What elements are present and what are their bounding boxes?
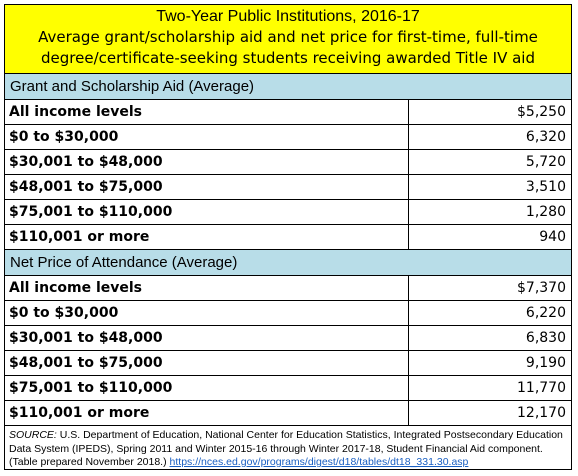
source-footnote: SOURCE: U.S. Department of Education, Na… (9, 429, 569, 470)
column-divider (408, 326, 409, 350)
table-row: $48,001 to $75,000 9,190 (5, 351, 571, 376)
row-value: 6,220 (525, 305, 566, 321)
table-row: All income levels $7,370 (5, 276, 571, 301)
column-divider (408, 125, 409, 149)
table-row: $0 to $30,000 6,320 (5, 125, 571, 150)
row-label: $0 to $30,000 (9, 129, 119, 145)
column-divider (408, 225, 409, 249)
row-value: 6,830 (525, 330, 566, 346)
row-value: 3,510 (525, 179, 566, 195)
section-header-grant-aid: Grant and Scholarship Aid (Average) (5, 74, 571, 100)
data-table: Two-Year Public Institutions, 2016-17 Av… (4, 4, 572, 470)
column-divider (408, 401, 409, 425)
column-divider (408, 200, 409, 224)
row-value: 5,720 (525, 154, 566, 170)
row-label: $0 to $30,000 (9, 305, 119, 321)
row-value: $7,370 (517, 280, 566, 296)
table-header: Two-Year Public Institutions, 2016-17 Av… (5, 5, 571, 74)
table-subtitle-line-1: Average grant/scholarship aid and net pr… (38, 28, 538, 46)
row-value: 940 (539, 229, 566, 245)
row-label: $75,001 to $110,000 (9, 380, 173, 396)
source-label: SOURCE: (9, 429, 57, 441)
column-divider (408, 351, 409, 375)
row-label: $75,001 to $110,000 (9, 204, 173, 220)
table-row: $110,001 or more 12,170 (5, 401, 571, 426)
table-subtitle-line-2: degree/certificate-seeking students rece… (41, 49, 535, 67)
row-label: All income levels (9, 104, 142, 120)
row-value: 1,280 (525, 204, 566, 220)
table-row: $110,001 or more 940 (5, 225, 571, 250)
table-row: $75,001 to $110,000 1,280 (5, 200, 571, 225)
table-row: $75,001 to $110,000 11,770 (5, 376, 571, 401)
row-value: $5,250 (517, 104, 566, 120)
row-value: 11,770 (517, 380, 566, 396)
column-divider (408, 150, 409, 174)
section-header-net-price: Net Price of Attendance (Average) (5, 250, 571, 276)
row-value: 12,170 (517, 405, 566, 421)
column-divider (408, 100, 409, 124)
table-title: Two-Year Public Institutions, 2016-17 (156, 8, 420, 25)
column-divider (408, 301, 409, 325)
row-label: $48,001 to $75,000 (9, 179, 163, 195)
table-row: $30,001 to $48,000 6,830 (5, 326, 571, 351)
row-label: $30,001 to $48,000 (9, 154, 163, 170)
column-divider (408, 376, 409, 400)
row-label: All income levels (9, 280, 142, 296)
row-label: $110,001 or more (9, 229, 150, 245)
table-row: $0 to $30,000 6,220 (5, 301, 571, 326)
row-label: $30,001 to $48,000 (9, 330, 163, 346)
source-text: U.S. Department of Education, National C… (9, 429, 563, 468)
column-divider (408, 175, 409, 199)
column-divider (408, 276, 409, 300)
table-row: All income levels $5,250 (5, 100, 571, 125)
table-row: $30,001 to $48,000 5,720 (5, 150, 571, 175)
row-label: $110,001 or more (9, 405, 150, 421)
row-value: 6,320 (525, 129, 566, 145)
row-label: $48,001 to $75,000 (9, 355, 163, 371)
row-value: 9,190 (525, 355, 566, 371)
table-row: $48,001 to $75,000 3,510 (5, 175, 571, 200)
source-link[interactable]: https://nces.ed.gov/programs/digest/d18/… (169, 456, 469, 468)
